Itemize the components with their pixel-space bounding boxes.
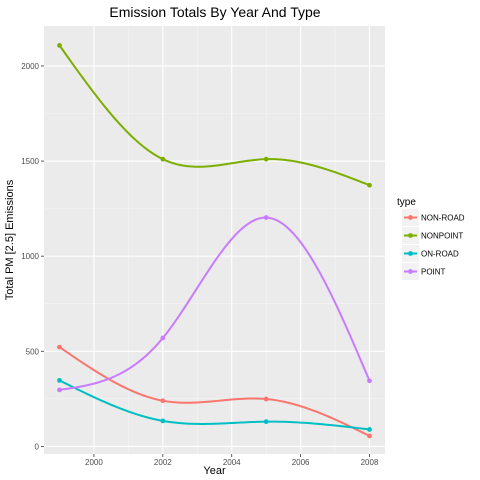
- data-point-point: [57, 387, 62, 393]
- legend-key-point: [408, 233, 413, 238]
- series-line-non-road: [58, 346, 370, 437]
- legend-title: type: [397, 197, 416, 208]
- plot-panel: [44, 26, 385, 454]
- chart-title: Emission Totals By Year And Type: [109, 4, 320, 20]
- series-nonpoint: [57, 43, 372, 188]
- legend-label: POINT: [421, 268, 446, 277]
- legend-key-point: [408, 269, 413, 274]
- y-axis-title: Total PM [2.5] Emissions: [4, 179, 16, 300]
- series-on-road: [57, 377, 372, 432]
- data-point-on-road: [160, 418, 166, 424]
- y-tick-label: 2000: [21, 62, 39, 71]
- x-tick-label: 2008: [361, 458, 379, 467]
- y-tick-label: 0: [35, 442, 40, 451]
- data-point-non-road: [263, 396, 269, 402]
- series-point: [57, 215, 372, 393]
- y-tick-label: 1500: [21, 157, 39, 166]
- minor-grid: [44, 26, 385, 454]
- data-point-nonpoint: [57, 43, 62, 48]
- data-point-on-road: [367, 427, 372, 432]
- x-tick-label: 2002: [154, 458, 172, 467]
- legend-key-point: [408, 215, 413, 220]
- data-point-point: [160, 335, 166, 341]
- series-non-road: [57, 344, 372, 439]
- series-line-on-road: [59, 379, 370, 431]
- y-tick-label: 1000: [21, 252, 39, 261]
- y-axis: 0 500 1000 1500 2000: [21, 62, 44, 451]
- x-axis-title: Year: [203, 465, 226, 477]
- data-point-non-road: [367, 433, 372, 439]
- x-tick-label: 2004: [223, 458, 241, 467]
- legend-label: NONPOINT: [421, 232, 463, 241]
- series-line-nonpoint: [58, 44, 370, 187]
- series-layer: [57, 43, 372, 439]
- legend-label: NON-ROAD: [421, 214, 465, 223]
- legend-item-nonpoint: NONPOINT: [402, 227, 463, 244]
- legend-key-point: [408, 251, 413, 256]
- data-point-point: [367, 378, 372, 384]
- x-tick-label: 2006: [292, 458, 310, 467]
- y-tick-label: 500: [26, 347, 40, 356]
- data-point-nonpoint: [160, 156, 166, 162]
- data-point-on-road: [57, 377, 62, 383]
- legend-item-on-road: ON-ROAD: [402, 245, 459, 262]
- legend-item-non-road: NON-ROAD: [402, 209, 465, 226]
- legend-item-point: POINT: [402, 263, 446, 280]
- data-point-on-road: [263, 419, 269, 425]
- data-point-nonpoint: [367, 182, 372, 188]
- x-axis: 2000 2002 2004 2006 2008: [85, 454, 379, 467]
- data-point-nonpoint: [263, 156, 269, 162]
- x-tick-label: 2000: [85, 458, 103, 467]
- legend: type NON-ROAD NONPOINT ON-ROAD POINT: [397, 197, 465, 280]
- series-line-point: [59, 216, 371, 391]
- data-point-non-road: [57, 344, 62, 350]
- legend-label: ON-ROAD: [421, 250, 459, 259]
- data-point-point: [263, 215, 269, 220]
- data-point-non-road: [160, 398, 166, 404]
